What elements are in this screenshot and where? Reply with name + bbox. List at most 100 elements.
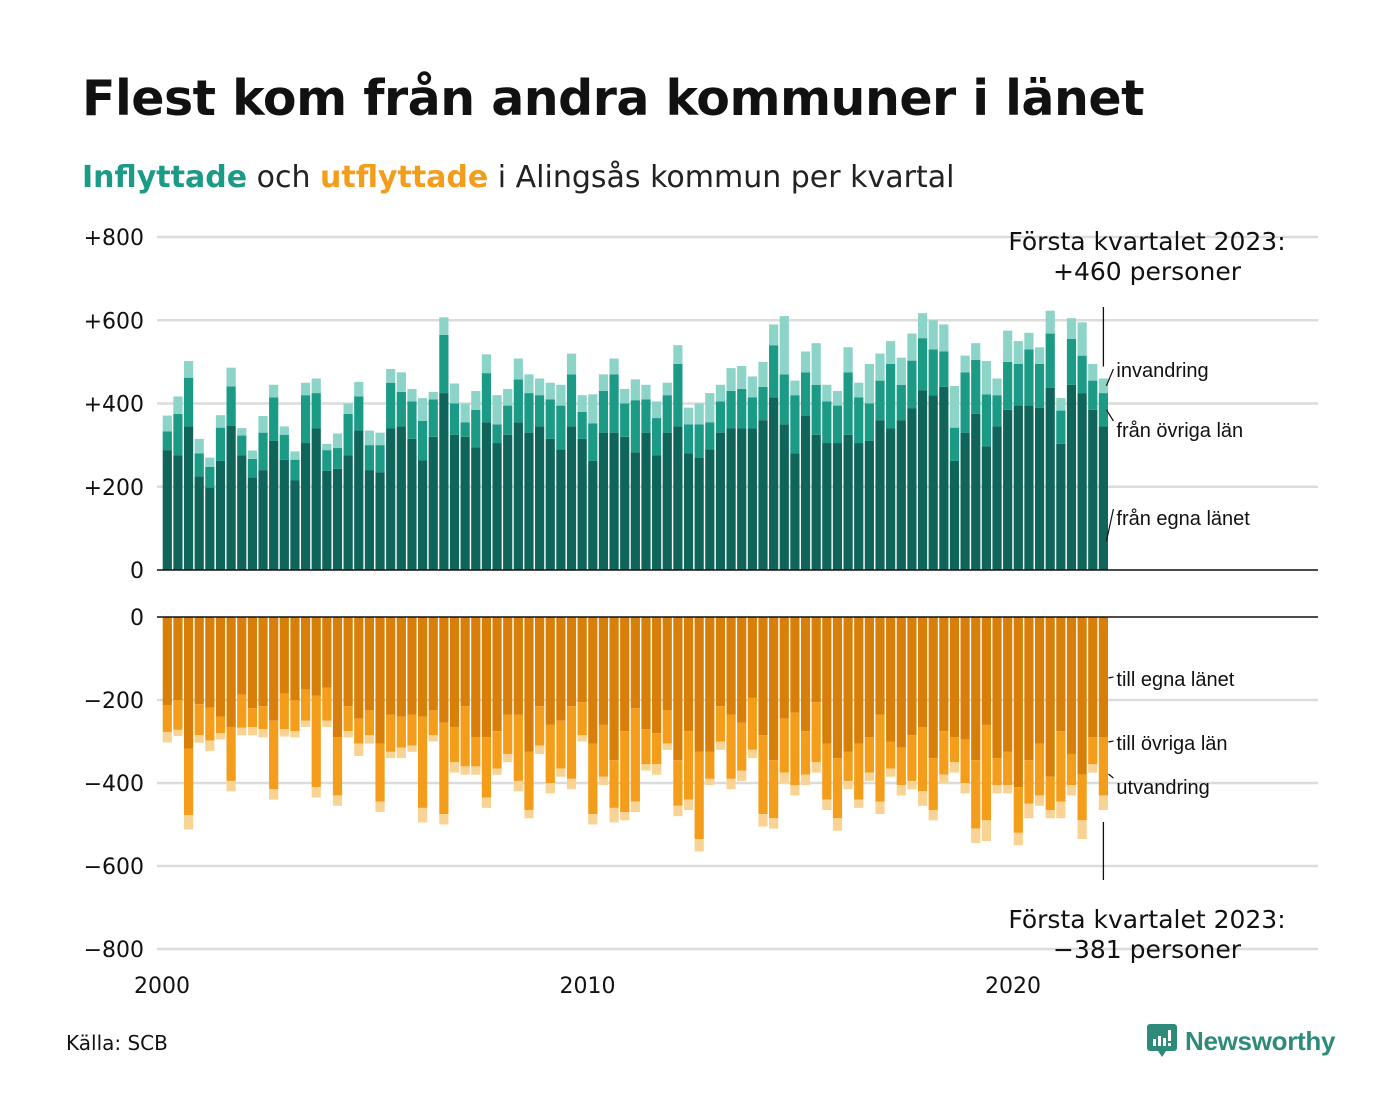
bar-in-invandring <box>173 396 183 414</box>
bar-ut-ovriga <box>322 687 332 721</box>
bar-ut-egna <box>396 617 406 717</box>
bar-in-invandring <box>322 443 332 451</box>
bar-ut-egna <box>886 617 896 742</box>
bar-in-ovriga <box>854 397 864 444</box>
bar-in-ovriga <box>226 386 236 426</box>
bar-in-egna <box>439 393 449 570</box>
bar-in-ovriga <box>354 396 364 431</box>
bar-ut-utvandring <box>1066 785 1077 796</box>
bar-in-egna <box>1003 409 1013 570</box>
bar-in-ovriga <box>173 413 183 456</box>
bar-in-invandring <box>556 384 566 406</box>
bar-in-invandring <box>726 368 736 392</box>
label-leader <box>1105 368 1114 387</box>
ytick-label-bottom: 0 <box>130 606 144 631</box>
bar-ut-ovriga <box>418 716 428 808</box>
bar-ut-utvandring <box>694 839 704 852</box>
bar-in-egna <box>769 397 779 570</box>
bar-ut-utvandring <box>322 720 332 727</box>
bar-in-invandring <box>503 388 513 406</box>
bar-ut-utvandring <box>279 729 289 737</box>
bar-ut-utvandring <box>173 729 183 737</box>
bar-ut-egna <box>705 617 715 752</box>
bar-in-egna <box>300 443 311 570</box>
bar-ut-utvandring <box>492 768 502 775</box>
bar-ut-egna <box>460 617 470 707</box>
bar-ut-ovriga <box>1003 751 1013 786</box>
bar-ut-egna <box>556 617 566 721</box>
bar-ut-utvandring <box>811 762 821 773</box>
bar-ut-egna <box>992 617 1002 759</box>
bar-in-egna <box>481 422 492 570</box>
bar-in-invandring <box>1003 330 1013 362</box>
bar-ut-utvandring <box>843 780 853 790</box>
bar-ut-utvandring <box>183 814 194 830</box>
bar-ut-egna <box>854 617 864 744</box>
bar-in-egna <box>460 436 470 570</box>
bar-in-invandring <box>290 451 300 460</box>
bar-ut-ovriga <box>269 720 279 790</box>
bar-ut-ovriga <box>694 751 704 840</box>
bar-in-egna <box>577 438 587 570</box>
bar-ut-utvandring <box>673 805 683 817</box>
bar-in-egna <box>1056 443 1066 570</box>
bar-ut-egna <box>492 617 502 732</box>
bar-ut-ovriga <box>928 758 938 810</box>
bar-in-invandring <box>949 386 960 428</box>
bar-ut-ovriga <box>832 758 843 819</box>
bar-ut-ovriga <box>641 729 651 765</box>
bar-in-ovriga <box>598 391 609 433</box>
bar-ut-ovriga <box>939 731 949 775</box>
bar-ut-egna <box>630 617 640 709</box>
bar-ut-utvandring <box>503 753 513 763</box>
bar-in-invandring <box>577 395 587 412</box>
bar-ut-egna <box>535 617 545 707</box>
bar-in-egna <box>449 434 460 570</box>
bar-ut-utvandring <box>513 780 523 792</box>
bar-in-invandring <box>183 361 194 378</box>
bar-in-ovriga <box>747 397 757 429</box>
bar-in-ovriga <box>300 395 311 444</box>
bar-in-invandring <box>300 382 311 396</box>
bar-ut-egna <box>694 617 704 752</box>
bar-in-egna <box>1066 384 1077 570</box>
bar-in-ovriga <box>949 427 960 461</box>
bar-ut-utvandring <box>800 774 811 786</box>
bar-in-egna <box>843 434 853 570</box>
bar-in-invandring <box>1056 398 1066 411</box>
bar-in-ovriga <box>1056 410 1066 444</box>
bar-in-egna <box>832 443 843 570</box>
bar-ut-utvandring <box>832 818 843 831</box>
bar-in-egna <box>418 460 428 570</box>
ytick-label-bottom: −600 <box>84 855 144 880</box>
bar-in-invandring <box>1045 310 1055 334</box>
bar-in-egna <box>1024 405 1034 570</box>
bar-ut-utvandring <box>545 783 555 794</box>
bar-in-egna <box>1077 393 1087 570</box>
bar-in-ovriga <box>1013 363 1023 406</box>
bar-in-invandring <box>566 353 577 375</box>
bar-in-egna <box>609 432 619 570</box>
annotation-bottom-line2: −381 personer <box>1053 935 1242 964</box>
bar-ut-ovriga <box>237 694 247 728</box>
bar-in-ovriga <box>694 424 704 458</box>
bars-inflyttade <box>162 310 1108 570</box>
chart-title: Flest kom från andra kommuner i länet <box>82 70 1145 127</box>
bar-in-egna <box>279 459 289 570</box>
bar-ut-ovriga <box>1088 737 1098 765</box>
bar-ut-utvandring <box>662 743 672 750</box>
bar-ut-ovriga <box>896 747 906 786</box>
bar-in-invandring <box>779 316 789 375</box>
bar-ut-egna <box>875 617 885 715</box>
bar-ut-ovriga <box>290 700 300 732</box>
bar-ut-ovriga <box>300 689 311 721</box>
bar-ut-ovriga <box>673 760 683 806</box>
bar-in-invandring <box>822 384 832 402</box>
bar-in-egna <box>566 426 577 570</box>
bar-in-invandring <box>332 433 343 449</box>
bar-ut-ovriga <box>471 737 481 767</box>
bar-in-invandring <box>279 426 289 435</box>
bar-ut-egna <box>673 617 683 761</box>
bar-in-egna <box>981 446 991 570</box>
bar-ut-ovriga <box>588 743 598 815</box>
